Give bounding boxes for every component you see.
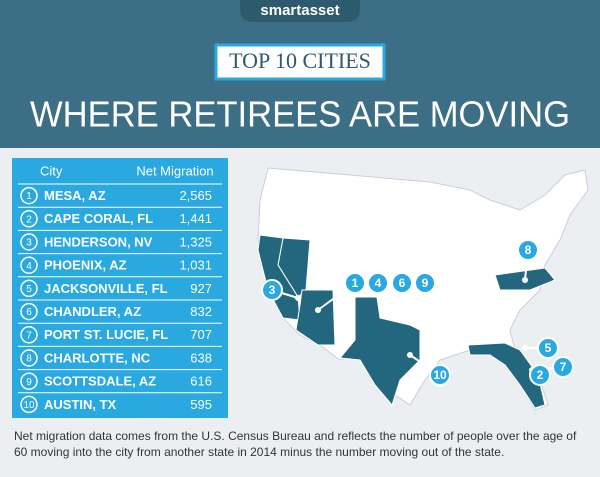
city: CHARLOTTE, NC: [44, 350, 151, 365]
column-header: City: [40, 163, 63, 178]
marker-label: 4: [375, 276, 382, 290]
marker-label: 7: [560, 360, 567, 374]
city: SCOTTSDALE, AZ: [44, 374, 156, 389]
footnote: Net migration data comes from the U.S. C…: [14, 429, 577, 459]
marker-label: 3: [269, 283, 276, 297]
title: WHERE RETIREES ARE MOVING: [30, 94, 570, 135]
marker-label: 2: [537, 368, 544, 382]
marker-label: 9: [422, 276, 429, 290]
net-migration: 927: [190, 281, 212, 296]
net-migration: 1,441: [179, 211, 212, 226]
badge: TOP 10 CITIES: [229, 48, 371, 73]
rank-circle: [20, 256, 38, 274]
city-dot: [522, 277, 528, 283]
city: MESA, AZ: [44, 188, 106, 203]
rank: 4: [26, 261, 32, 272]
city: PHOENIX, AZ: [44, 258, 127, 273]
state-tx: [339, 296, 421, 407]
rank: 9: [26, 377, 32, 388]
marker: [391, 272, 413, 294]
marker-label: 10: [433, 368, 447, 382]
marker: [414, 272, 436, 294]
rank: 5: [26, 284, 32, 295]
city: AUSTIN, TX: [44, 397, 117, 412]
map-markers: 3 1 4 6 9 8 10 52 7: [261, 239, 574, 386]
rank: 6: [26, 307, 32, 318]
column-header: Net Migration: [136, 163, 213, 178]
marker-label: 8: [525, 243, 532, 257]
marker: [517, 239, 539, 261]
badge-box: [214, 43, 386, 81]
marker: [261, 279, 283, 301]
rank-circle: [20, 233, 38, 251]
net-migration: 2,565: [179, 188, 212, 203]
net-migration: 707: [190, 327, 212, 342]
marker-label: 5: [545, 341, 552, 355]
marker: [552, 356, 574, 378]
net-migration: 595: [190, 397, 212, 412]
rank: 1: [26, 191, 32, 202]
table: City Net Migration 1 MESA, AZ 2,565 2 CAPE COR…: [18, 163, 222, 414]
state-az: [295, 289, 336, 346]
table-panel: [12, 158, 228, 418]
city: CAPE CORAL, FL: [44, 211, 153, 226]
rank-circle: [20, 349, 38, 367]
rank-circle: [20, 186, 38, 205]
city: CHANDLER, AZ: [44, 304, 141, 319]
net-migration: 638: [190, 350, 212, 365]
city: HENDERSON, NV: [44, 234, 153, 249]
city-dot: [295, 295, 301, 301]
rank-circle: [20, 372, 38, 390]
rank-circle: [20, 395, 38, 414]
marker: [344, 272, 366, 294]
rank: 8: [26, 354, 32, 365]
rank-circle: [20, 326, 38, 344]
city: JACKSONVILLE, FL: [44, 281, 168, 296]
logo: smartasset: [260, 2, 339, 19]
city-dot: [407, 352, 413, 358]
logo-tab: [240, 0, 360, 22]
city: PORT ST. LUCIE, FL: [44, 327, 168, 342]
rank-circle: [20, 279, 38, 298]
rank-circle: [20, 302, 38, 321]
marker: [367, 272, 389, 294]
marker-label: 6: [399, 276, 406, 290]
rank: 2: [26, 214, 32, 225]
rank: 3: [26, 238, 32, 249]
marker-label: 1: [352, 276, 359, 290]
rank: 7: [26, 330, 32, 341]
marker: [429, 364, 451, 386]
graphic: smartasset TOP 10 CITIES WHERE RETIREES …: [0, 0, 600, 418]
marker: [529, 364, 551, 386]
rank-circle: [20, 210, 38, 228]
city-dot: [522, 345, 528, 351]
state-fl: [467, 342, 546, 409]
net-migration: 616: [190, 374, 212, 389]
net-migration: 832: [190, 304, 212, 319]
net-migration: 1,031: [179, 258, 212, 273]
net-migration: 1,325: [179, 234, 212, 249]
rank: 10: [23, 400, 35, 411]
marker: [537, 337, 559, 359]
city-dot: [315, 307, 321, 313]
